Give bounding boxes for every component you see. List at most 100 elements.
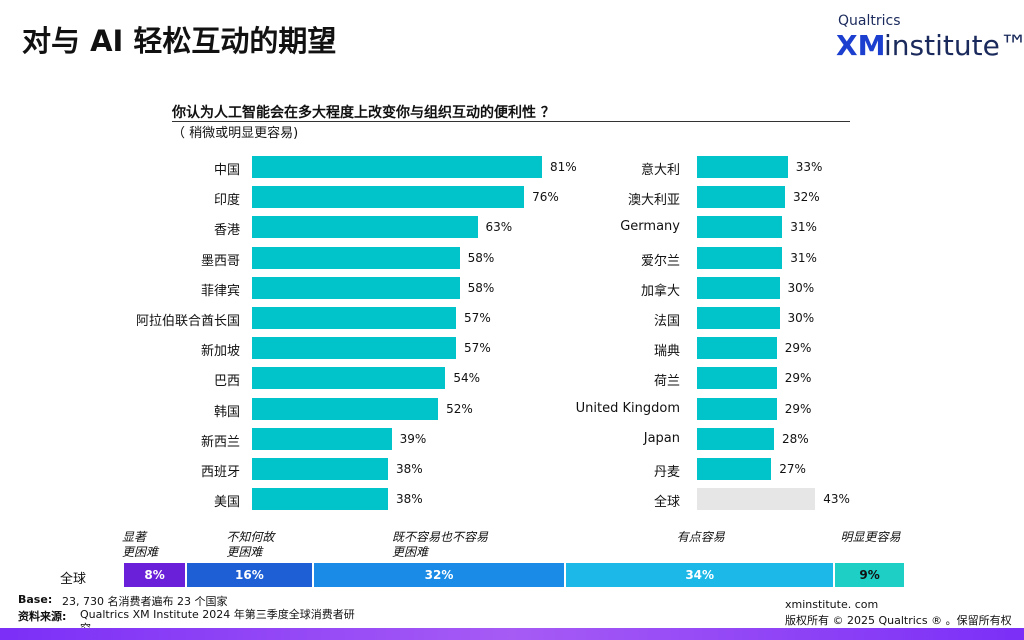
bar (252, 367, 446, 390)
value-label: 58% (467, 280, 495, 295)
value-label: 31% (790, 220, 817, 235)
value-label: 63% (485, 220, 513, 235)
category-label: Germany (620, 219, 680, 235)
bar (252, 276, 460, 299)
value-label: 31% (790, 250, 817, 265)
value-label: 38% (396, 462, 423, 476)
segment (835, 563, 905, 587)
copyright: 版权所有 © 2025 Qualtrics ® 。保留所有权 (785, 614, 1012, 627)
bar (697, 276, 780, 299)
category-label: 中国 (213, 163, 240, 178)
bar (252, 337, 457, 360)
base-label: Base: (18, 593, 53, 606)
bar (697, 458, 772, 480)
category-label: 新加坡 (200, 344, 240, 360)
category-label: 全球 (60, 572, 87, 587)
segment (124, 563, 186, 587)
bar (697, 156, 788, 178)
category-label: 全球 (653, 495, 680, 511)
logo-brand: Qualtrics (838, 13, 901, 29)
category-label: 荷兰 (653, 374, 680, 390)
value-label: 57% (464, 311, 491, 325)
legend-label: 不知何故 更困难 (226, 530, 275, 559)
bar (697, 337, 777, 360)
category-label: United Kingdom (575, 400, 680, 416)
value-label: 27% (779, 462, 806, 476)
category-label: 丹麦 (653, 465, 680, 480)
category-label: 巴西 (213, 374, 240, 390)
category-label: 意大利 (640, 163, 680, 178)
category-label: Japan (643, 430, 680, 446)
bar (252, 488, 389, 511)
bar (697, 367, 777, 390)
bar (252, 458, 389, 480)
question: 你认为人工智能会在多大程度上改变你与组织互动的便利性 ？ (172, 105, 555, 121)
question-note: （ 稍微或明显更容易) (172, 126, 299, 141)
legend-label: 显著 更困难 (122, 530, 159, 559)
base: 23, 730 名消费者遍布 23 个国家 (62, 595, 228, 608)
bar (697, 488, 816, 511)
value-label: 38% (396, 492, 423, 507)
question-rule (172, 121, 850, 122)
value-label: 57% (464, 341, 491, 356)
value-label: 29% (784, 371, 812, 386)
value-label: 29% (784, 341, 812, 356)
category-label: 美国 (213, 495, 240, 511)
segment-label: 16% (235, 568, 264, 582)
segment (566, 563, 833, 587)
bar (697, 216, 783, 239)
category-label: 韩国 (213, 404, 240, 420)
bar (252, 156, 542, 178)
segment-label: 8% (144, 568, 165, 582)
category-label: 香港 (213, 223, 240, 239)
value-label: 81% (549, 160, 577, 174)
segment-label: 9% (859, 568, 880, 582)
category-label: 西班牙 (200, 465, 240, 480)
value-label: 28% (782, 431, 809, 446)
category-label: 爱尔兰 (640, 253, 680, 269)
bar (697, 186, 785, 209)
bar (252, 246, 460, 269)
slide-title: 对与 AI 轻松互动的期望 (22, 24, 337, 58)
bar (252, 307, 457, 329)
legend-label: 有点容易 (676, 530, 725, 544)
value-label: 39% (399, 431, 427, 446)
value-label: 30% (787, 311, 815, 325)
bar (697, 397, 777, 420)
value-label: 32% (793, 190, 820, 205)
category-label: 法国 (653, 314, 680, 329)
bar (252, 427, 392, 450)
bar (252, 216, 478, 239)
value-label: 43% (823, 492, 850, 507)
value-label: 58% (467, 250, 495, 265)
legend-label: 明显更容易 (840, 530, 901, 544)
bar (697, 427, 774, 450)
value-label: 30% (787, 280, 815, 295)
category-label: 瑞典 (653, 344, 680, 360)
footer-strip (0, 628, 1024, 640)
category-label: 菲律宾 (200, 283, 240, 299)
segment (313, 563, 565, 587)
category-label: 阿拉伯联合酋长国 (135, 314, 240, 329)
category-label: 印度 (213, 193, 240, 209)
category-label: 墨西哥 (200, 253, 240, 269)
bar (697, 307, 780, 329)
bar (697, 246, 783, 269)
segment (187, 563, 312, 587)
category-label: 加拿大 (640, 283, 680, 299)
value-label: 76% (532, 190, 559, 205)
logo-mark: XM (836, 29, 886, 62)
value-label: 33% (795, 160, 823, 174)
segment-label: 32% (424, 568, 454, 582)
bar (252, 186, 525, 209)
segment-label: 34% (685, 568, 715, 582)
category-label: 澳大利亚 (627, 193, 680, 209)
value-label: 29% (784, 401, 812, 416)
source-label: 资料来源: (18, 610, 67, 623)
category-label: 新西兰 (200, 434, 240, 450)
legend-label: 既不容易也不容易 更困难 (392, 530, 489, 559)
site: xminstitute. com (785, 598, 879, 611)
bar (252, 397, 439, 420)
logo-name: institute™ (884, 29, 1024, 62)
